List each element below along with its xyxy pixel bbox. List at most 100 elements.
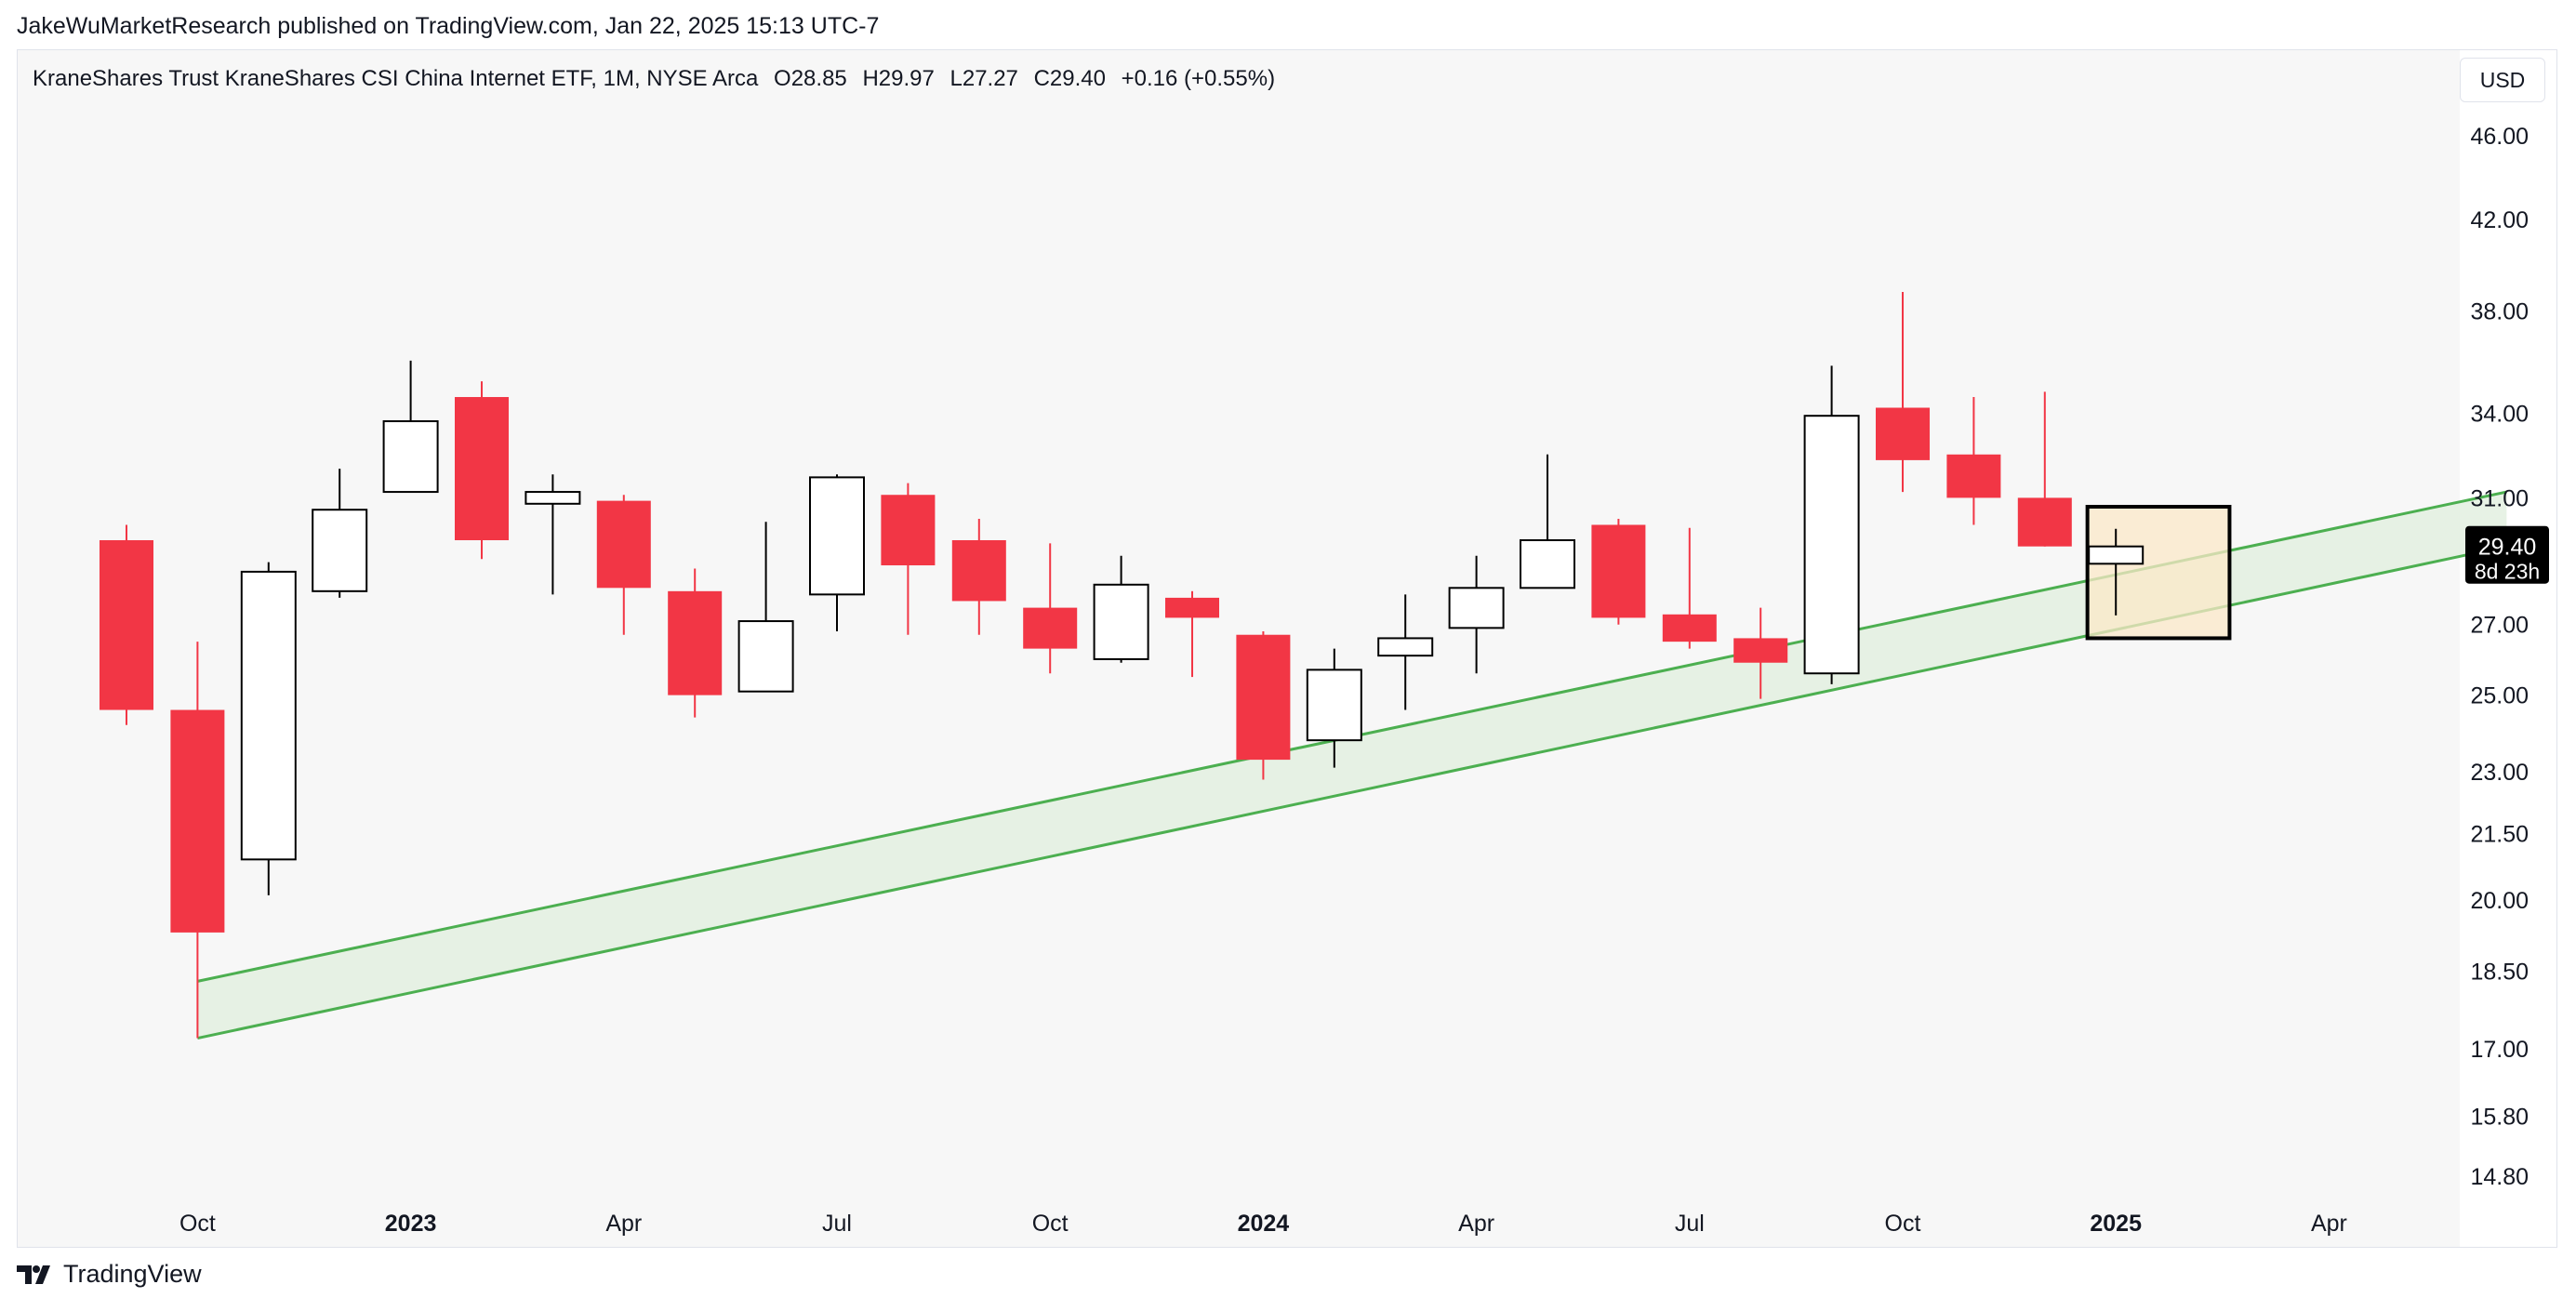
candle: [1803, 365, 1860, 684]
publish-info: JakeWuMarketResearch published on Tradin…: [17, 13, 880, 39]
y-tick-label: 27.00: [2470, 613, 2529, 639]
candle: [312, 469, 368, 598]
x-tick-label: 2023: [385, 1211, 437, 1237]
candle: [1377, 594, 1434, 710]
candles: [100, 292, 2144, 1039]
candle-body: [170, 709, 225, 933]
candle: [596, 495, 651, 635]
candle-body: [1448, 587, 1505, 629]
y-tick-label: 25.00: [2470, 683, 2529, 709]
high-value: H29.97: [862, 66, 935, 91]
candle: [1236, 631, 1291, 780]
candle-body: [1662, 614, 1717, 642]
candle: [2017, 391, 2072, 547]
last-price-label: [2465, 525, 2549, 584]
channel-fill: [197, 492, 2507, 1039]
price-axis: 46.00 42.00 38.00 34.00 31.00 27.00 25.00 23.00…: [2470, 124, 2529, 1190]
candle: [455, 381, 509, 560]
x-tick-label: Apr: [605, 1211, 642, 1237]
last-price-value: 29.40: [2478, 535, 2537, 561]
y-tick-label: 23.00: [2470, 760, 2529, 786]
y-tick-label: 34.00: [2470, 401, 2529, 427]
close-value: C29.40: [1033, 66, 1106, 91]
candle-body: [1876, 407, 1930, 460]
x-tick-label: 2024: [1238, 1211, 1290, 1237]
candle: [809, 474, 865, 632]
candle: [382, 360, 439, 494]
y-tick-label: 17.00: [2470, 1037, 2529, 1063]
candle: [1662, 527, 1717, 649]
y-tick-label: 21.50: [2470, 821, 2529, 847]
candle-body: [1306, 669, 1362, 742]
x-tick-label: Apr: [2311, 1211, 2347, 1237]
candle: [240, 562, 297, 895]
y-tick-label: 18.50: [2470, 960, 2529, 986]
symbol-name: KraneShares Trust KraneShares CSI China …: [33, 66, 759, 91]
candle-body: [1733, 638, 1788, 663]
y-tick-label: 14.80: [2470, 1164, 2529, 1190]
highlight-box: [2085, 505, 2232, 641]
candle-body: [100, 540, 153, 710]
candle: [1591, 518, 1646, 625]
candle-body: [1165, 597, 1219, 618]
candle: [1306, 648, 1362, 768]
candle-body: [524, 491, 581, 505]
y-tick-label: 42.00: [2470, 207, 2529, 233]
candle: [1946, 397, 2001, 525]
candle-body: [1946, 454, 2001, 498]
x-tick-label: Oct: [179, 1211, 216, 1237]
candle: [881, 483, 936, 635]
candle-body: [1591, 524, 1646, 618]
candle-body: [1803, 415, 1860, 675]
candle-body: [455, 397, 509, 541]
x-tick-label: Apr: [1458, 1211, 1494, 1237]
bar-countdown: 8d 23h: [2475, 560, 2540, 584]
candle: [1023, 543, 1078, 674]
candle-body: [737, 620, 794, 693]
open-value: O28.85: [774, 66, 847, 91]
candle: [1093, 555, 1149, 663]
y-tick-label: 31.00: [2470, 485, 2529, 511]
candle: [668, 568, 723, 718]
tradingview-logo[interactable]: TradingView: [17, 1260, 202, 1289]
candle-body: [312, 509, 368, 592]
candle: [1520, 454, 1575, 589]
y-tick-label: 20.00: [2470, 888, 2529, 914]
chart-panel[interactable]: 46.00 42.00 38.00 34.00 31.00 27.00 25.00 23.00…: [17, 49, 2557, 1248]
candle-body: [596, 500, 651, 589]
candle-body: [1023, 607, 1078, 649]
candle-body: [2088, 545, 2144, 565]
candle: [2088, 528, 2144, 616]
symbol-legend: KraneShares Trust KraneShares CSI China …: [33, 66, 1284, 92]
change-value: +0.16 (+0.55%): [1121, 66, 1276, 91]
candle-body: [240, 570, 297, 861]
candle-body: [1377, 637, 1434, 657]
candle: [100, 524, 153, 725]
candle: [1876, 292, 1930, 493]
candle-body: [2017, 497, 2072, 547]
candle: [170, 642, 225, 1039]
candle-body: [1236, 634, 1291, 761]
candle: [737, 522, 794, 693]
currency-button[interactable]: USD: [2460, 58, 2545, 102]
candle-body: [881, 495, 936, 566]
brand-name: TradingView: [63, 1260, 202, 1288]
tradingview-logo-icon: [17, 1265, 50, 1284]
candle-body: [1093, 583, 1149, 660]
x-tick-label: 2025: [2090, 1211, 2142, 1237]
low-value: L27.27: [949, 66, 1018, 91]
candle-body: [668, 590, 723, 695]
y-tick-label: 46.00: [2470, 124, 2529, 150]
x-tick-label: Jul: [1675, 1211, 1705, 1237]
y-tick-label: 38.00: [2470, 299, 2529, 325]
candle-body: [1520, 539, 1575, 589]
candle-body: [809, 476, 865, 596]
x-tick-label: Oct: [1885, 1211, 1921, 1237]
x-tick-label: Jul: [822, 1211, 852, 1237]
candle: [1165, 590, 1219, 678]
y-tick-label: 15.80: [2470, 1104, 2529, 1130]
candlestick-chart[interactable]: 46.00 42.00 38.00 34.00 31.00 27.00 25.00 23.00…: [18, 50, 2556, 1247]
candle: [1448, 555, 1505, 674]
candle-body: [382, 420, 439, 494]
